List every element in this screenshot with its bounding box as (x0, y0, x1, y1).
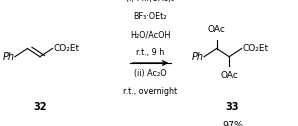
Text: CO₂Et: CO₂Et (53, 44, 79, 53)
Text: 33: 33 (226, 102, 239, 112)
Text: (ii) Ac₂O: (ii) Ac₂O (134, 69, 167, 78)
Text: 32: 32 (33, 102, 47, 112)
Text: OAc: OAc (208, 25, 226, 35)
Text: Ph: Ph (3, 52, 15, 62)
Text: H₂O/AcOH: H₂O/AcOH (130, 30, 171, 39)
Text: (i) PhI(OAc)₂: (i) PhI(OAc)₂ (126, 0, 175, 3)
Text: Ph: Ph (192, 52, 204, 62)
Text: OAc: OAc (220, 71, 238, 80)
Text: r.t., overnight: r.t., overnight (123, 87, 178, 96)
Text: r.t., 9 h: r.t., 9 h (136, 48, 164, 57)
Text: 97%: 97% (222, 121, 243, 126)
Text: CO₂Et: CO₂Et (242, 44, 268, 53)
Text: BF₃·OEt₂: BF₃·OEt₂ (134, 12, 167, 21)
